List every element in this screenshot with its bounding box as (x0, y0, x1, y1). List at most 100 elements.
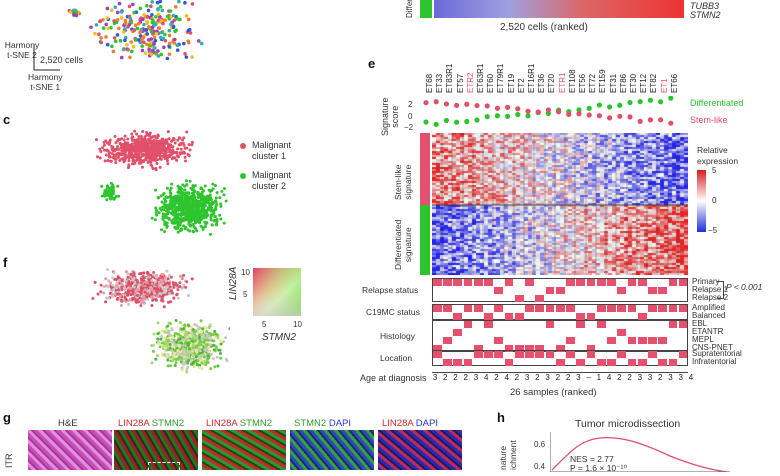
tsne-f-point (189, 325, 193, 329)
tsne-c-point-cluster2 (185, 183, 189, 187)
annotation-cell (504, 279, 514, 286)
annotation-cell (535, 305, 545, 312)
tsne-c-point-cluster1 (140, 152, 144, 156)
legend-label-cluster1: Malignant cluster 1 (252, 140, 292, 161)
sample-label: ET72 (588, 73, 598, 93)
tsne-c-point-cluster1 (110, 145, 114, 149)
tsne-top-point (173, 29, 177, 34)
tsne-c-point-cluster2 (153, 218, 157, 222)
tsne-top-point (128, 16, 133, 21)
tsne-f-point (93, 280, 97, 284)
tsne-f-point (148, 280, 152, 284)
tsne-top-point (122, 47, 126, 51)
annotation-cell (586, 345, 596, 352)
annotation-cell (514, 351, 524, 358)
tsne-f-point (116, 296, 120, 300)
tsne-f-point (165, 285, 169, 289)
tsne-c-point-cluster1 (182, 151, 186, 155)
tsne-f-point (203, 336, 207, 340)
score-dot-differentiated (515, 111, 521, 118)
tsne-c-point-cluster2 (214, 200, 218, 204)
annotation-cell (607, 359, 616, 366)
tsne-f-point (175, 340, 179, 344)
annotation-cell (668, 321, 678, 328)
score-dot-stem (454, 102, 460, 108)
sample-label: ET82 (649, 73, 659, 93)
tsne-c-point-cluster1 (116, 155, 120, 159)
tsne-f-point (159, 289, 163, 293)
tsne-c-point-cluster1 (143, 135, 147, 139)
colorkey-overlay (253, 268, 301, 316)
annotation-level: ETANTR (692, 327, 724, 336)
tsne-f-point (143, 288, 147, 292)
tsne-c-point-cluster1 (131, 135, 135, 139)
sample-label: ET57 (455, 73, 465, 93)
annotation-cell (678, 351, 688, 358)
tsne-f-point (160, 280, 164, 284)
tsne-top-point (123, 21, 128, 26)
panel-letter-f: f (3, 255, 8, 270)
tsne-f-point (192, 348, 196, 352)
tsne-f-point (153, 286, 157, 290)
score-dot-stem (515, 106, 521, 112)
tsne-c-point-cluster1 (190, 140, 194, 144)
tsne-top-point (74, 10, 78, 14)
score-dot-stem (433, 99, 439, 105)
tsne-f-point (115, 285, 119, 289)
annotation-cell (607, 305, 616, 312)
tsne-c-point-cluster1 (137, 155, 141, 159)
tsne-f-point (203, 359, 207, 363)
tsne-f-point (111, 276, 115, 280)
tsne-f-point (156, 321, 160, 325)
diff-signature-label: Differentiated signature (393, 219, 413, 270)
annotation-cell (658, 287, 667, 294)
tsne-top-point (125, 43, 129, 47)
tsne-f-point (204, 363, 208, 367)
annotation-cell (627, 279, 637, 286)
colorkey-ylabel: LIN28A (228, 266, 239, 300)
tsne-top-point (177, 0, 181, 4)
sample-label: ET108 (567, 69, 577, 93)
tsne-top-point (173, 5, 178, 9)
tsne-f-point (167, 292, 171, 296)
tsne-f-point (150, 287, 154, 291)
tsne-f-point (158, 291, 162, 295)
tsne-f-point (193, 322, 197, 326)
tsne-c-point-cluster2 (177, 201, 181, 205)
annotation-cell (586, 279, 596, 286)
sample-label: ET16R1 (527, 63, 536, 93)
colorbar-tick-0: 0 (712, 196, 717, 205)
tsne-c-point-cluster2 (215, 191, 219, 195)
tsne-c-point-cluster2 (191, 222, 195, 226)
tsne-c-point-cluster2 (170, 207, 174, 211)
score-dot-stem (484, 103, 490, 109)
tsne-c-point-cluster1 (127, 158, 131, 162)
tsne-c-point-cluster2 (202, 216, 206, 220)
sample-label: ET56 (578, 73, 587, 93)
tsne-top-point (157, 26, 162, 31)
tsne-top-point (135, 26, 140, 31)
enrichment-curve (550, 432, 730, 472)
tsne-f-point (163, 346, 167, 350)
tsne-c-point-cluster1 (110, 152, 114, 156)
tsne-c-point-cluster1 (129, 154, 133, 158)
tsne-f-point (150, 275, 154, 279)
tsne-f-point (178, 281, 182, 285)
tsne-top-point (184, 14, 189, 18)
tsne-f-point (146, 283, 150, 287)
tsne-c-point-cluster2 (219, 217, 223, 221)
sample-label: ET20 (547, 73, 557, 93)
tsne-c-point-cluster1 (144, 139, 148, 143)
tsne-top-point (101, 18, 105, 22)
tsne-top-point (112, 36, 117, 40)
tsne-f-point (127, 281, 131, 285)
tsne-f-point (137, 288, 141, 292)
annotation-cell (433, 351, 442, 358)
annotation-cell (525, 345, 534, 352)
tsne-f-point (156, 337, 160, 341)
tsne-c-point-cluster2 (185, 195, 189, 199)
tsne-f-point (167, 273, 171, 277)
score-legend-stem: Stem-like (690, 115, 728, 125)
tsne-top-point (188, 31, 193, 35)
tsne-c-point-cluster2 (150, 216, 154, 220)
